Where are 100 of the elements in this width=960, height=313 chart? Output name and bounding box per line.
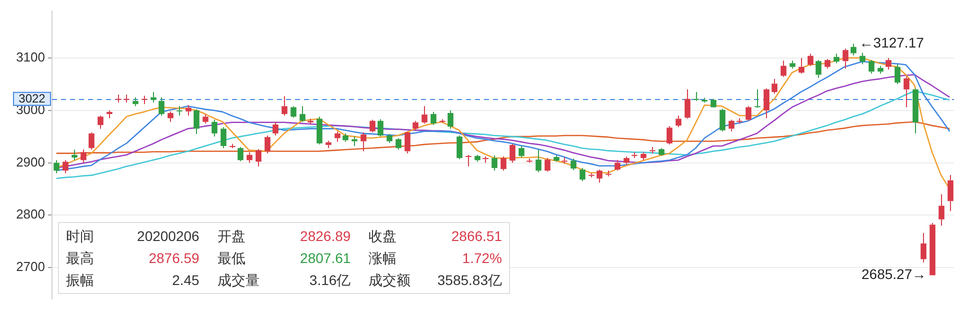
candlestick (176, 106, 182, 116)
candlestick (878, 65, 884, 74)
annotation: 2866.51 (451, 227, 502, 246)
candlestick (352, 136, 358, 146)
candlestick (80, 149, 86, 164)
candlestick (370, 119, 376, 133)
y-tick-label: 2900 (16, 154, 45, 170)
candlestick (588, 172, 594, 178)
candlestick (868, 60, 874, 74)
candlestick (510, 143, 516, 164)
candlestick (124, 94, 130, 103)
candlestick (360, 132, 366, 152)
candlestick (694, 92, 700, 102)
candlestick (88, 132, 94, 150)
annotation: 最低 (217, 249, 246, 268)
candlestick (658, 148, 664, 156)
candlestick (920, 232, 926, 263)
candlestick (456, 135, 462, 160)
candlestick (938, 194, 944, 226)
y-tick-label: 2700 (16, 259, 45, 274)
candlestick (912, 88, 918, 134)
candlestick (702, 97, 708, 103)
candlestick (710, 98, 716, 108)
annotation: 2876.59 (148, 249, 200, 268)
candlestick (54, 160, 60, 174)
candlestick (886, 57, 892, 70)
candlestick (650, 146, 656, 154)
candlestick (850, 43, 856, 56)
candlestick (580, 168, 586, 182)
candlestick (272, 121, 278, 136)
candlestick (342, 132, 348, 142)
candlestick (930, 222, 936, 276)
annotation: 1.72% (462, 249, 502, 268)
y-tick-label: 2800 (16, 206, 45, 222)
candlestick (412, 120, 418, 131)
candlestick (894, 64, 900, 85)
candlestick (300, 106, 306, 122)
candlestick (684, 88, 690, 120)
candlestick (98, 115, 104, 130)
annotation: 成交量 (217, 271, 260, 290)
candlestick (430, 111, 436, 126)
candlestick (736, 118, 742, 124)
candlestick (544, 158, 550, 172)
candlestick (842, 48, 848, 69)
annotation: 振幅 (66, 271, 94, 290)
candlestick (186, 104, 192, 116)
candlestick (526, 158, 532, 164)
candlestick (904, 76, 910, 108)
candlestick (860, 52, 866, 65)
annotation: 2807.61 (300, 249, 351, 268)
candlestick (474, 154, 480, 162)
candlestick (536, 149, 542, 173)
annotation: 涨幅 (368, 249, 397, 268)
annotation: ←3127.17 (859, 34, 924, 51)
ref-line-label: 3022 (18, 92, 46, 106)
candlestick (606, 170, 612, 177)
annotation: 开盘 (217, 227, 246, 246)
candlestick (168, 110, 174, 122)
annotation: 2826.89 (300, 227, 351, 246)
annotation: 2685.27→ (861, 266, 926, 282)
candlestick (948, 174, 954, 212)
candlestick (596, 169, 602, 184)
candlestick (316, 116, 322, 145)
candlestick (720, 108, 726, 132)
candlestick (808, 53, 814, 66)
annotation: 20200206 (137, 227, 200, 246)
candlestick (220, 126, 226, 149)
candlestick (448, 110, 454, 130)
candlestick (246, 152, 252, 164)
candlestick (466, 154, 472, 167)
candlestick (290, 106, 296, 118)
candlestick (62, 160, 68, 174)
candlestick (554, 154, 560, 162)
candlestick (132, 96, 138, 107)
annotation: 3.16亿 (309, 271, 351, 290)
candlestick (518, 145, 524, 158)
annotation: 最高 (66, 249, 94, 268)
candlestick (202, 114, 208, 124)
candlestick (666, 126, 672, 145)
candlestick (422, 106, 428, 124)
candlestick (824, 58, 830, 69)
candlestick (834, 53, 840, 64)
candlestick (632, 152, 638, 159)
candlestick (282, 96, 288, 116)
candlestick (386, 133, 392, 144)
candlestick (790, 60, 796, 69)
candlestick (326, 140, 332, 149)
candlestick (194, 108, 200, 134)
candlestick (676, 115, 682, 128)
candlestick (72, 149, 78, 161)
candlestick (482, 156, 488, 164)
candlestick (238, 146, 244, 162)
candlestick (614, 160, 620, 172)
candlestick (334, 130, 340, 142)
candlestick (404, 130, 410, 154)
candlestick (746, 106, 752, 122)
candlestick (562, 157, 568, 164)
candlestick (378, 118, 384, 138)
candlestick (764, 88, 770, 119)
candlestick (150, 92, 156, 103)
